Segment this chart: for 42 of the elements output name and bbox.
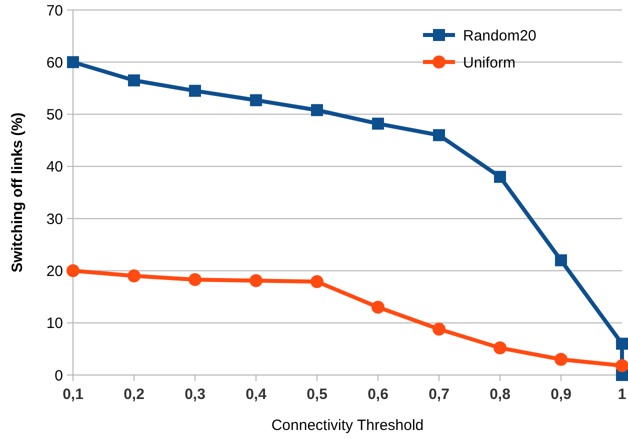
y-axis-title: Switching off links (%) (9, 112, 26, 272)
point (433, 129, 445, 142)
point (250, 274, 262, 288)
y-tick-label: 0 (54, 367, 63, 384)
point (554, 352, 568, 366)
x-tick-label: 0,9 (550, 386, 572, 403)
point (188, 273, 202, 286)
legend-label: Random20 (463, 27, 536, 44)
point (250, 94, 262, 106)
y-tick-label: 40 (46, 158, 63, 176)
point (494, 341, 506, 354)
point (189, 84, 201, 97)
point (66, 264, 80, 278)
point (128, 74, 140, 86)
x-axis-title: Connectivity Threshold (271, 417, 424, 434)
point (494, 170, 506, 183)
x-tick-label: 0,5 (306, 386, 328, 403)
y-tick-label: 50 (46, 106, 63, 124)
x-tick-label: 0,2 (124, 386, 144, 403)
point (372, 118, 384, 130)
point (310, 275, 324, 288)
point (67, 56, 79, 68)
y-tick-label: 70 (46, 2, 63, 20)
x-tick-label: 0,6 (368, 386, 388, 403)
point (432, 322, 446, 336)
point (311, 104, 323, 116)
y-tick-label: 30 (46, 210, 63, 228)
y-tick-label: 10 (46, 315, 63, 332)
x-tick-label: 1 (618, 386, 626, 403)
y-tick-label: 20 (46, 262, 63, 280)
point (555, 254, 567, 266)
point (128, 269, 140, 282)
y-tick-label: 60 (46, 54, 63, 72)
x-tick-label: 0,4 (246, 386, 268, 403)
x-tick-label: 0,3 (184, 386, 206, 403)
point (372, 300, 384, 314)
legend-label: Uniform (463, 54, 516, 72)
point (616, 359, 628, 372)
x-tick-label: 0,8 (490, 386, 510, 403)
x-tick-label: 0,7 (428, 386, 450, 403)
x-tick-label: 0,1 (62, 386, 84, 403)
point (616, 338, 628, 350)
